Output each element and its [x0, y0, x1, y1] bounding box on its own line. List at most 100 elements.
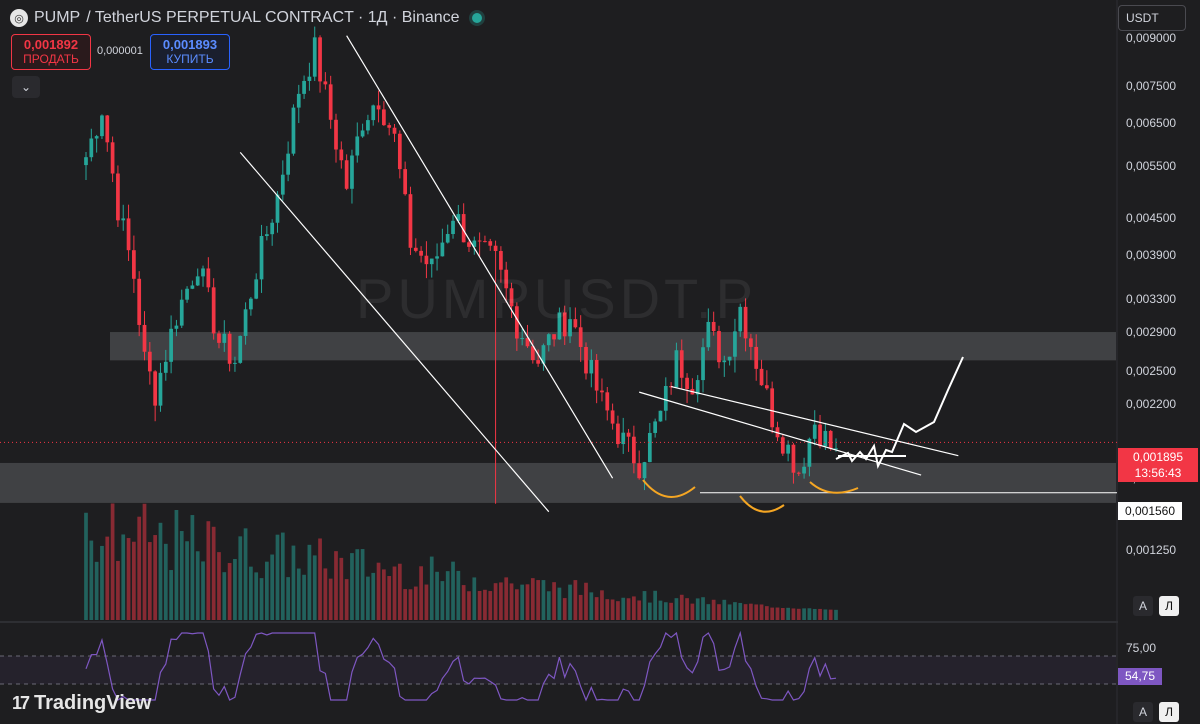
- volume-bar: [174, 510, 179, 620]
- price-tick: 0,005500: [1126, 159, 1177, 174]
- volume-bar: [632, 596, 636, 620]
- volume-bar: [493, 583, 498, 620]
- candle-body: [807, 438, 812, 467]
- candle-body: [727, 356, 732, 361]
- volume-bar: [116, 560, 120, 620]
- volume-bar: [706, 604, 711, 620]
- candle-body: [509, 288, 514, 307]
- volume-bar: [195, 551, 200, 620]
- auto-scale-button[interactable]: A: [1133, 596, 1153, 616]
- candle-body: [828, 430, 833, 449]
- sell-button[interactable]: 0,001892 ПРОДАТЬ: [11, 34, 91, 70]
- volume-bar: [424, 584, 429, 620]
- candle-body: [440, 242, 445, 257]
- candle-body: [116, 173, 120, 221]
- candle-body: [100, 115, 104, 137]
- candle-body: [594, 359, 599, 391]
- buy-price: 0,001893: [162, 37, 218, 52]
- volume-bar: [440, 581, 445, 620]
- volume-bar: [254, 572, 259, 620]
- buy-button[interactable]: 0,001893 КУПИТЬ: [150, 34, 230, 70]
- current-price: 0,001895: [1132, 450, 1184, 464]
- volume-bar: [445, 571, 450, 620]
- price-tick: 0,007500: [1126, 78, 1177, 93]
- candle-body: [339, 149, 344, 161]
- volume-bar: [429, 556, 434, 620]
- rsi-log-scale-button[interactable]: Л: [1159, 702, 1179, 722]
- candle-body: [435, 256, 439, 259]
- candle-body: [621, 432, 626, 445]
- channel-lower-line: [639, 391, 922, 476]
- volume-bar: [504, 577, 509, 620]
- volume-bar: [812, 608, 817, 620]
- volume-bar: [520, 584, 525, 620]
- candle-body: [472, 240, 477, 247]
- volume-bar: [179, 531, 184, 620]
- price-tick: 0,003900: [1126, 248, 1177, 263]
- candle-body: [663, 385, 668, 411]
- rsi-upper-tick: 75,00: [1126, 641, 1157, 655]
- candle-body: [286, 153, 290, 175]
- volume-bar: [291, 545, 296, 620]
- price-tick: 0,001250: [1126, 543, 1177, 558]
- symbol-logo-icon[interactable]: ◎: [10, 9, 28, 27]
- volume-bar: [318, 538, 322, 620]
- volume-bar: [403, 589, 408, 620]
- volume-bar: [610, 599, 615, 620]
- log-scale-button[interactable]: Л: [1159, 596, 1179, 616]
- candle-body: [105, 115, 110, 143]
- volume-bar: [461, 585, 466, 620]
- market-open-status-icon: [471, 13, 482, 23]
- volume-bar: [818, 608, 822, 620]
- volume-bar: [264, 561, 269, 620]
- candle-body: [791, 444, 796, 473]
- candle-body: [190, 285, 195, 289]
- rsi-auto-scale-button[interactable]: A: [1133, 702, 1153, 722]
- candle-body: [249, 298, 253, 310]
- volume-bar: [142, 503, 147, 620]
- candle-body: [701, 347, 705, 381]
- volume-bar: [451, 561, 455, 620]
- candle-body: [424, 255, 429, 265]
- volume-bar: [270, 554, 275, 620]
- candle-body: [211, 287, 216, 334]
- candle-body: [695, 380, 700, 395]
- collapse-chevron-icon[interactable]: ⌄: [12, 76, 40, 98]
- candle-body: [456, 214, 461, 221]
- price-tick: 0,002200: [1126, 396, 1177, 411]
- candle-body: [201, 268, 205, 277]
- volume-bar: [350, 553, 354, 620]
- candle-body: [328, 84, 333, 120]
- volume-bar: [323, 568, 328, 620]
- volume-bar: [211, 526, 216, 620]
- pattern-shoulder-left: [642, 479, 696, 498]
- candle-body: [137, 278, 142, 325]
- volume-bar: [472, 577, 477, 620]
- candle-body: [467, 242, 471, 247]
- candle-body: [429, 258, 434, 265]
- volume-bar: [185, 541, 189, 620]
- candle-body: [264, 234, 269, 237]
- price-tick: 0,004500: [1126, 211, 1177, 226]
- tradingview-brand[interactable]: 17 TradingView: [12, 690, 151, 716]
- volume-bar: [477, 590, 482, 620]
- volume-bar: [727, 604, 732, 620]
- volume-bar: [275, 534, 280, 620]
- candle-body: [110, 142, 115, 174]
- price-tick: 0,006500: [1126, 115, 1177, 130]
- symbol-name[interactable]: PUMP: [34, 9, 81, 26]
- candle-body: [584, 346, 588, 374]
- volume-bar: [557, 587, 562, 620]
- candle-body: [802, 466, 806, 474]
- volume-bar: [169, 570, 173, 620]
- candle-body: [477, 240, 482, 242]
- sell-label: ПРОДАТЬ: [23, 52, 79, 66]
- candle-body: [169, 328, 173, 362]
- volume-bar: [541, 580, 546, 620]
- volume-bar: [759, 604, 764, 620]
- volume-bar: [663, 602, 668, 620]
- candle-body: [233, 362, 237, 364]
- volume-bar: [802, 608, 806, 620]
- currency-select[interactable]: USDT: [1118, 5, 1186, 31]
